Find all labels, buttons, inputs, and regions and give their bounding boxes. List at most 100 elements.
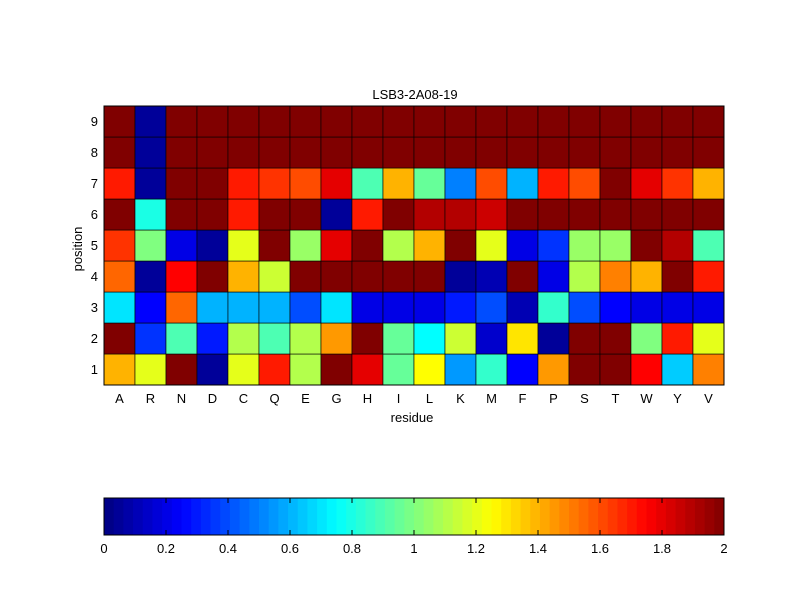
colorbar-step xyxy=(656,498,667,535)
colorbar-step xyxy=(423,498,434,535)
heatmap-cell xyxy=(258,291,291,324)
heatmap-cell xyxy=(413,322,446,355)
heatmap-cell xyxy=(692,198,725,231)
heatmap-cell xyxy=(692,136,725,169)
heatmap-cell xyxy=(630,136,663,169)
heatmap-cell xyxy=(444,105,477,138)
heatmap-cell xyxy=(444,260,477,293)
heatmap-cell xyxy=(692,167,725,200)
heatmap-cell xyxy=(382,229,415,262)
heatmap-cell xyxy=(320,291,353,324)
heatmap-cell xyxy=(134,167,167,200)
heatmap-cell xyxy=(599,322,632,355)
colorbar-tick-label: 1.2 xyxy=(467,541,485,556)
colorbar-tick-label: 0.2 xyxy=(157,541,175,556)
colorbar-step xyxy=(336,498,347,535)
heatmap-cell xyxy=(630,260,663,293)
heatmap-cell xyxy=(630,353,663,386)
colorbar-step xyxy=(123,498,134,535)
heatmap-cell xyxy=(103,229,136,262)
heatmap-cell xyxy=(351,105,384,138)
heatmap-cell xyxy=(258,105,291,138)
heatmap-cell xyxy=(475,167,508,200)
heatmap-cell xyxy=(227,167,260,200)
heatmap-cell xyxy=(196,167,229,200)
heatmap-cell xyxy=(630,229,663,262)
heatmap-cell xyxy=(599,229,632,262)
heatmap-cell xyxy=(630,322,663,355)
colorbar-tick-label: 1 xyxy=(410,541,417,556)
colorbar-step xyxy=(200,498,211,535)
colorbar-step xyxy=(268,498,279,535)
heatmap-cell xyxy=(568,353,601,386)
heatmap-cell xyxy=(165,167,198,200)
heatmap-cell xyxy=(382,291,415,324)
heatmap-cell xyxy=(537,136,570,169)
colorbar-step xyxy=(365,498,376,535)
heatmap-cell xyxy=(413,229,446,262)
heatmap-cell xyxy=(444,136,477,169)
heatmap-cell xyxy=(537,291,570,324)
heatmap-cell xyxy=(444,167,477,200)
colorbar xyxy=(103,498,725,535)
heatmap-cell xyxy=(537,105,570,138)
heatmap-cell xyxy=(103,353,136,386)
heatmap-cell xyxy=(196,260,229,293)
heatmap-cell xyxy=(165,136,198,169)
colorbar-step xyxy=(675,498,686,535)
colorbar-step xyxy=(142,498,153,535)
heatmap-cell xyxy=(692,353,725,386)
heatmap-cell xyxy=(568,291,601,324)
colorbar-tick-label: 0.4 xyxy=(219,541,237,556)
x-tick-label: A xyxy=(115,391,124,406)
colorbar-step xyxy=(346,498,357,535)
colorbar-tick-label: 1.4 xyxy=(529,541,547,556)
heatmap-cell xyxy=(382,105,415,138)
heatmap-cell xyxy=(506,322,539,355)
y-tick-label: 3 xyxy=(91,300,98,315)
colorbar-step xyxy=(549,498,560,535)
heatmap-cell xyxy=(351,260,384,293)
colorbar-step xyxy=(569,498,580,535)
colorbar-tick-label: 0.6 xyxy=(281,541,299,556)
colorbar-step xyxy=(598,498,609,535)
y-tick-label: 8 xyxy=(91,145,98,160)
heatmap-cell xyxy=(134,291,167,324)
heatmap-cell xyxy=(692,322,725,355)
colorbar-step xyxy=(229,498,241,535)
heatmap-cell xyxy=(103,105,136,138)
colorbar-tick-label: 2 xyxy=(720,541,727,556)
heatmap-cell xyxy=(351,353,384,386)
heatmap-cell xyxy=(165,353,198,386)
heatmap-cell xyxy=(599,136,632,169)
heatmap-cell xyxy=(351,291,384,324)
heatmap-cell xyxy=(382,353,415,386)
heatmap-cell xyxy=(289,353,322,386)
colorbar-step xyxy=(278,498,289,535)
heatmap-cell xyxy=(227,105,260,138)
x-tick-label: N xyxy=(177,391,186,406)
colorbar-step xyxy=(443,498,454,535)
chart-title: LSB3-2A08-19 xyxy=(372,87,457,102)
heatmap-cell xyxy=(475,229,508,262)
heatmap-cell xyxy=(351,167,384,200)
heatmap-cell xyxy=(537,167,570,200)
colorbar-step xyxy=(355,498,366,535)
heatmap-cell xyxy=(320,260,353,293)
heatmap-cell xyxy=(351,229,384,262)
heatmap-cell xyxy=(568,260,601,293)
heatmap-cell xyxy=(103,136,136,169)
x-tick-label: E xyxy=(301,391,310,406)
heatmap-cell xyxy=(258,198,291,231)
y-tick-labels: 1 2 3 4 5 6 7 8 9 xyxy=(91,114,98,377)
x-tick-label: G xyxy=(331,391,341,406)
heatmap-cell xyxy=(568,136,601,169)
colorbar-tick-label: 1.8 xyxy=(653,541,671,556)
colorbar-frame xyxy=(103,497,725,536)
heatmap-cell xyxy=(351,198,384,231)
heatmap-cell xyxy=(568,198,601,231)
colorbar-step xyxy=(520,498,531,535)
heatmap-cell xyxy=(599,353,632,386)
heatmap-cell xyxy=(661,260,694,293)
colorbar-step xyxy=(472,498,483,535)
